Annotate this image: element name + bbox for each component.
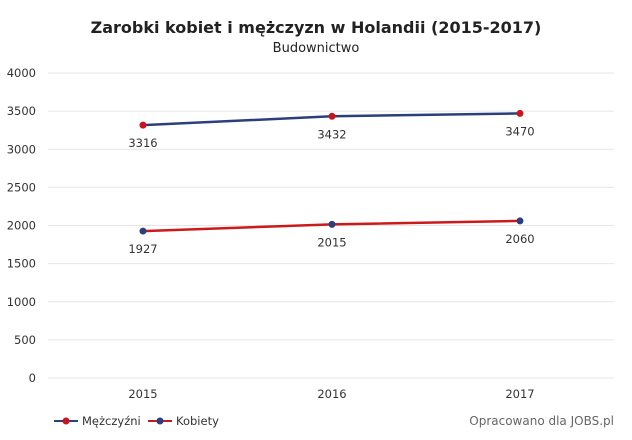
chart-title: Zarobki kobiet i mężczyzn w Holandii (20… — [91, 18, 542, 37]
data-point[interactable] — [516, 217, 524, 225]
y-tick-label: 1500 — [7, 257, 36, 271]
y-tick-label: 2500 — [7, 180, 36, 194]
data-label: 2060 — [505, 232, 534, 246]
data-point[interactable] — [328, 220, 336, 228]
data-point[interactable] — [516, 109, 524, 117]
x-axis-ticks: 2015 2016 2017 — [128, 387, 534, 401]
legend-label-mezczyzni: Mężczyźni — [82, 414, 141, 428]
legend-item-mezczyzni[interactable]: Mężczyźni — [54, 414, 141, 428]
data-point[interactable] — [139, 227, 147, 235]
y-tick-label: 0 — [29, 371, 36, 385]
data-label: 3316 — [128, 136, 157, 150]
y-axis-ticks: 0 500 1000 1500 2000 2500 3000 3500 4000 — [7, 66, 36, 385]
data-label: 1927 — [128, 242, 157, 256]
y-tick-label: 3000 — [7, 142, 36, 156]
x-tick-label: 2015 — [128, 387, 157, 401]
chart-subtitle: Budownictwo — [273, 41, 360, 56]
data-label: 3470 — [505, 124, 534, 138]
y-tick-label: 1000 — [7, 295, 36, 309]
legend-item-kobiety[interactable]: Kobiety — [148, 414, 219, 428]
x-tick-label: 2016 — [317, 387, 346, 401]
legend-marker-kobiety — [156, 417, 164, 425]
y-tick-label: 4000 — [7, 66, 36, 80]
legend: Mężczyźni Kobiety — [54, 414, 219, 428]
x-tick-label: 2017 — [505, 387, 534, 401]
legend-label-kobiety: Kobiety — [176, 414, 219, 428]
data-label: 2015 — [317, 235, 346, 249]
data-labels: 3316 3432 3470 1927 2015 2060 — [128, 124, 534, 256]
y-tick-label: 3500 — [7, 104, 36, 118]
credit-text: Opracowano dla JOBS.pl — [469, 414, 614, 428]
data-point[interactable] — [328, 112, 336, 120]
data-point[interactable] — [139, 121, 147, 129]
series-layer — [139, 109, 524, 235]
data-label: 3432 — [317, 127, 346, 141]
y-tick-label: 500 — [14, 333, 36, 347]
legend-marker-mezczyzni — [62, 417, 70, 425]
y-tick-label: 2000 — [7, 219, 36, 233]
